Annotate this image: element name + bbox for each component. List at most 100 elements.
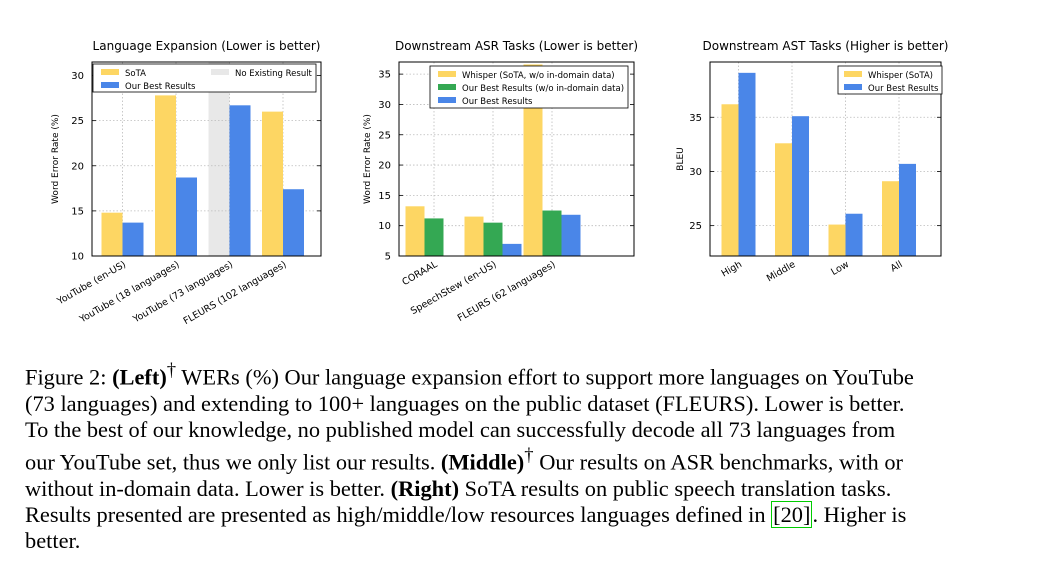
citation-close-bracket: ] <box>803 501 811 527</box>
caption-line-2: (73 languages) and extending to 100+ lan… <box>25 390 905 416</box>
y-tick-label: 10 <box>71 252 84 263</box>
x-tick-label: YouTube (18 languages) <box>77 259 182 326</box>
y-tick-label: 30 <box>71 71 84 82</box>
bar-whisper-sota-middle <box>775 143 792 256</box>
x-tick-label: CORAAL <box>400 259 440 288</box>
y-tick-label: 35 <box>689 113 702 124</box>
chart-title: Language Expansion (Lower is better) <box>93 39 321 53</box>
legend-swatch-whisper-sota <box>844 71 862 77</box>
y-tick-label: 15 <box>71 206 84 217</box>
plot-frame <box>398 61 635 257</box>
y-tick-label: 25 <box>71 116 84 127</box>
chart-title: Downstream AST Tasks (Higher is better) <box>702 39 948 53</box>
bar-sota-youtube-en-us <box>101 212 123 256</box>
y-axis-label: BLEU <box>676 147 686 170</box>
legend-box <box>92 63 317 93</box>
x-tick-label: Low <box>829 259 851 278</box>
caption-line-5: without in-domain data. Lower is better.… <box>25 476 985 502</box>
legend-swatch-sota <box>101 69 119 75</box>
caption-line-4: our YouTube set, thus we only list our r… <box>25 443 985 476</box>
y-axis-label: Word Error Rate (%) <box>51 114 61 204</box>
caption-right-label: (Right) <box>390 475 460 501</box>
caption-text-6b: . Higher is <box>812 501 907 527</box>
y-tick-label: 5 <box>385 252 391 263</box>
bar-our-best-results-youtube-en-us <box>122 222 144 256</box>
bar-whisper-sota-all <box>882 181 899 256</box>
y-tick-label: 30 <box>689 167 702 178</box>
legend-swatch-no-existing-result <box>211 69 229 75</box>
bar-our-best-results-all <box>899 163 916 256</box>
legend: Whisper (SoTA) Our Best Results <box>837 65 943 95</box>
chart-panel-3: Downstream AST Tasks (Higher is better) B… <box>676 39 949 284</box>
legend-swatch-whisper-sota-w-o-in-domain-data <box>438 71 456 77</box>
legend-label-whisper-sota: Whisper (SoTA) <box>868 71 933 81</box>
caption-text-5b: SoTA results on public speech translatio… <box>459 475 892 501</box>
caption-text-1: WERs (%) Our language expansion effort t… <box>176 364 914 390</box>
plot-frame <box>709 61 942 257</box>
bar-whisper-sota-low <box>828 224 846 256</box>
bar-our-best-results-middle <box>792 116 809 256</box>
legend-label-our-best-results: Our Best Results <box>125 82 196 92</box>
bar-sota-youtube-18-languages <box>155 95 176 256</box>
bar-our-best-results-low <box>845 213 863 256</box>
bar-our-best-results-w-o-in-domain-data-coraal <box>424 218 444 256</box>
caption-text-4b: Our results on ASR benchmarks, with or <box>533 449 904 475</box>
bar-sota-fleurs-102-languages <box>262 111 283 257</box>
bar-our-best-results-youtube-73-languages <box>229 105 251 256</box>
x-tick-label: FLEURS (102 languages) <box>182 259 289 327</box>
legend-label-no-existing-result: No Existing Result <box>235 69 313 79</box>
bar-whisper-sota-w-o-in-domain-data-fleurs-62-languages <box>523 64 543 256</box>
legend-label-whisper-sota-w-o-in-domain-data: Whisper (SoTA, w/o in-domain data) <box>462 71 615 81</box>
caption-figure-label: Figure 2: <box>25 364 113 390</box>
figure-2-charts: Language Expansion (Lower is better) Word… <box>51 39 949 327</box>
caption-middle-label: (Middle) <box>440 449 525 475</box>
bar-our-best-results-speechstew-en-us <box>502 243 522 256</box>
legend-swatch-our-best-results <box>844 84 862 90</box>
legend-swatch-our-best-results <box>101 82 119 88</box>
chart-panel-1: Language Expansion (Lower is better) Word… <box>51 39 322 327</box>
legend-swatch-our-best-results <box>438 97 456 103</box>
x-tick-label: High <box>720 259 744 279</box>
y-tick-label: 35 <box>378 70 391 81</box>
legend-label-our-best-results: Our Best Results <box>462 97 533 107</box>
x-tick-label: All <box>889 259 905 274</box>
figure-caption: Figure 2: (Left)† WERs (%) Our language … <box>25 358 985 554</box>
y-tick-label: 10 <box>378 221 391 232</box>
chart-title: Downstream ASR Tasks (Lower is better) <box>395 39 638 53</box>
bar-our-best-results-w-o-in-domain-data-speechstew-en-us <box>483 222 503 256</box>
caption-line-1: Figure 2: (Left)† WERs (%) Our language … <box>25 358 985 391</box>
caption-line-3: To the best of our knowledge, no publish… <box>25 416 896 442</box>
caption-line-7: better. <box>25 528 81 554</box>
caption-text-4a: our YouTube set, thus we only list our r… <box>25 449 441 475</box>
y-tick-label: 25 <box>378 130 391 141</box>
legend-label-sota: SoTA <box>125 69 146 79</box>
legend-box <box>429 65 629 109</box>
bar-our-best-results-w-o-in-domain-data-fleurs-62-languages <box>542 210 562 256</box>
bar-whisper-sota-w-o-in-domain-data-speechstew-en-us <box>464 216 484 256</box>
legend-swatch-our-best-results-w-o-in-domain-data <box>438 84 456 90</box>
caption-dagger-2: † <box>524 445 534 467</box>
y-tick-label: 15 <box>378 191 391 202</box>
legend-label-our-best-results-w-o-in-domain-data: Our Best Results (w/o in-domain data) <box>462 84 624 94</box>
x-tick-label: Middle <box>765 259 798 284</box>
bar-whisper-sota-high <box>721 104 739 256</box>
caption-left-label: (Left) <box>112 364 167 390</box>
bar-whisper-sota-w-o-in-domain-data-coraal <box>405 206 425 256</box>
citation-open-bracket: [ <box>773 501 781 527</box>
caption-text-5a: without in-domain data. Lower is better. <box>25 475 391 501</box>
x-tick-label: YouTube (73 languages) <box>130 259 235 326</box>
chart-panel-2: Downstream ASR Tasks (Lower is better) Wo… <box>363 39 638 324</box>
bar-our-best-results-fleurs-102-languages <box>283 189 304 256</box>
caption-dagger-1: † <box>166 360 177 381</box>
no-existing-result-band <box>208 62 230 256</box>
plot-frame <box>91 61 322 257</box>
y-tick-label: 20 <box>71 161 84 172</box>
x-tick-label: FLEURS (62 languages) <box>456 259 558 324</box>
bar-our-best-results-youtube-18-languages <box>176 177 197 256</box>
bar-our-best-results-fleurs-62-languages <box>561 214 581 256</box>
caption-text-6a: Results presented are presented as high/… <box>25 501 772 527</box>
citation-link-20[interactable]: [20] <box>771 500 813 528</box>
caption-line-6: Results presented are presented as high/… <box>25 500 985 528</box>
legend-label-our-best-results: Our Best Results <box>868 84 939 94</box>
y-tick-label: 20 <box>378 161 391 172</box>
